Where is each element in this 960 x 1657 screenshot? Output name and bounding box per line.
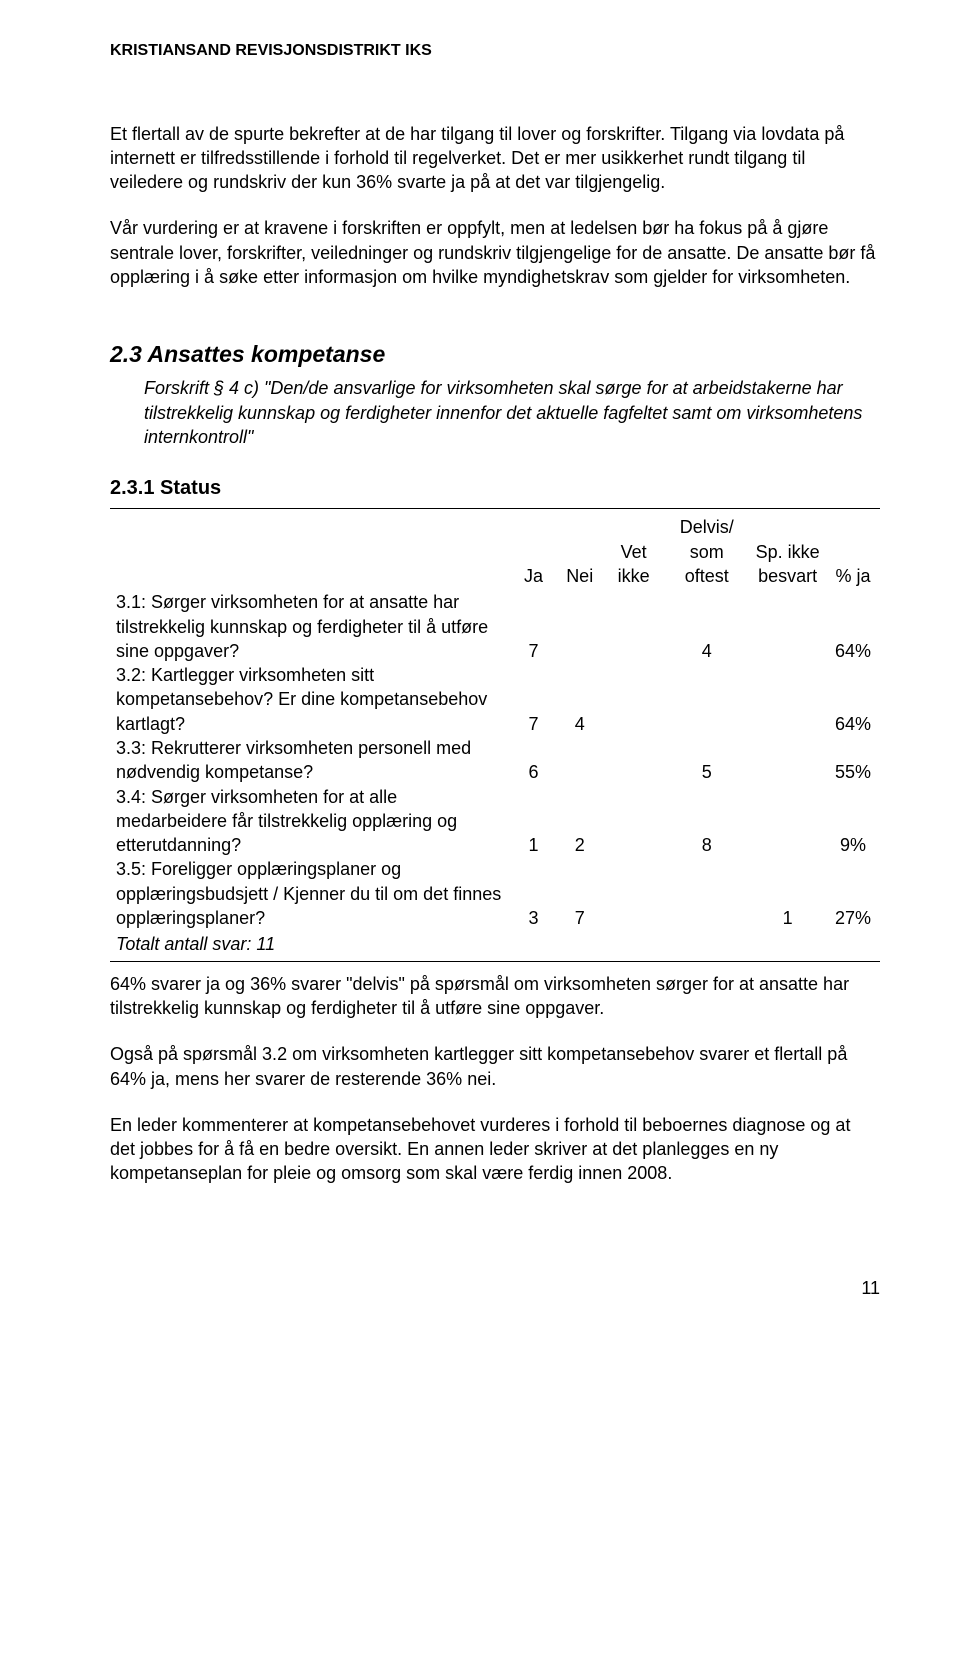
pja-cell: 27% [826, 857, 880, 930]
vet-cell [603, 857, 665, 930]
col-ja: Ja [510, 509, 556, 590]
table-total-row: Totalt antall svar: 11 [110, 930, 880, 961]
pja-cell: 64% [826, 590, 880, 663]
q-cell: 3.2: Kartlegger virksomheten sitt kompet… [110, 663, 510, 736]
paragraph-2: Vår vurdering er at kravene i forskrifte… [110, 216, 880, 289]
sp-cell [749, 663, 826, 736]
delvis-cell: 5 [664, 736, 749, 785]
section-2-3-heading: 2.3 Ansattes kompetanse [110, 339, 880, 370]
paragraph-5: En leder kommenterer at kompetansebehove… [110, 1113, 880, 1186]
col-blank [110, 509, 510, 590]
table-row: 3.2: Kartlegger virksomheten sitt kompet… [110, 663, 880, 736]
delvis-cell: 8 [664, 785, 749, 858]
nei-cell [557, 736, 603, 785]
table-row: 3.3: Rekrutterer virksomheten personell … [110, 736, 880, 785]
pja-cell: 9% [826, 785, 880, 858]
sp-cell [749, 590, 826, 663]
page-number: 11 [110, 1276, 880, 1300]
vet-cell [603, 590, 665, 663]
col-pja: % ja [826, 509, 880, 590]
delvis-cell [664, 857, 749, 930]
q-cell: 3.4: Sørger virksomheten for at alle med… [110, 785, 510, 858]
table-row: 3.1: Sørger virksomheten for at ansatte … [110, 590, 880, 663]
total-cell: Totalt antall svar: 11 [110, 930, 510, 961]
nei-cell: 7 [557, 857, 603, 930]
sp-cell: 1 [749, 857, 826, 930]
delvis-cell [664, 663, 749, 736]
status-heading: 2.3.1 Status [110, 475, 880, 502]
table-row: 3.4: Sørger virksomheten for at alle med… [110, 785, 880, 858]
ja-cell: 3 [510, 857, 556, 930]
col-delvis: Delvis/ som oftest [664, 509, 749, 590]
ja-cell: 1 [510, 785, 556, 858]
status-table: Ja Nei Vet ikke Delvis/ som oftest Sp. i… [110, 508, 880, 961]
section-2-3-intro: Forskrift § 4 c) "Den/de ansvarlige for … [144, 376, 880, 449]
paragraph-1: Et flertall av de spurte bekrefter at de… [110, 122, 880, 195]
table-row: 3.5: Foreligger opplæringsplaner og oppl… [110, 857, 880, 930]
q-cell: 3.1: Sørger virksomheten for at ansatte … [110, 590, 510, 663]
vet-cell [603, 736, 665, 785]
col-nei: Nei [557, 509, 603, 590]
nei-cell: 4 [557, 663, 603, 736]
col-sp: Sp. ikke besvart [749, 509, 826, 590]
ja-cell: 7 [510, 663, 556, 736]
delvis-cell: 4 [664, 590, 749, 663]
sp-cell [749, 785, 826, 858]
pja-cell: 64% [826, 663, 880, 736]
pja-cell: 55% [826, 736, 880, 785]
vet-cell [603, 785, 665, 858]
nei-cell [557, 590, 603, 663]
paragraph-3: 64% svarer ja og 36% svarer "delvis" på … [110, 972, 880, 1021]
vet-cell [603, 663, 665, 736]
nei-cell: 2 [557, 785, 603, 858]
paragraph-4: Også på spørsmål 3.2 om virksomheten kar… [110, 1042, 880, 1091]
q-cell: 3.5: Foreligger opplæringsplaner og oppl… [110, 857, 510, 930]
sp-cell [749, 736, 826, 785]
ja-cell: 7 [510, 590, 556, 663]
ja-cell: 6 [510, 736, 556, 785]
col-vet: Vet ikke [603, 509, 665, 590]
q-cell: 3.3: Rekrutterer virksomheten personell … [110, 736, 510, 785]
org-header: KRISTIANSAND REVISJONSDISTRIKT IKS [110, 40, 880, 62]
